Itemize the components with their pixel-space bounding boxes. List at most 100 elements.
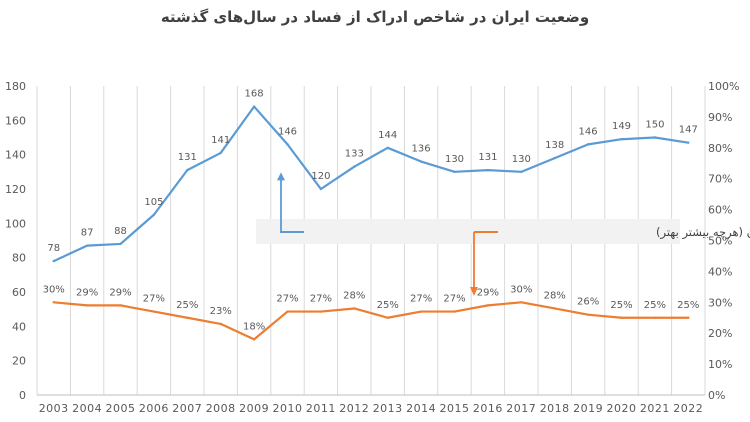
data-label: 133 bbox=[345, 149, 364, 160]
data-point bbox=[52, 301, 55, 304]
data-point bbox=[620, 138, 623, 141]
data-point bbox=[219, 151, 222, 155]
data-label: 105 bbox=[144, 197, 163, 208]
data-label: 150 bbox=[645, 120, 664, 131]
right-axis-tick-label: 10% bbox=[708, 358, 732, 371]
left-axis-tick-label: 60 bbox=[12, 286, 26, 299]
data-label: 130 bbox=[445, 154, 464, 165]
x-axis-tick-label: 2013 bbox=[373, 402, 403, 415]
right-axis-tick-label: 50% bbox=[708, 235, 732, 248]
right-axis-tick-label: 90% bbox=[708, 111, 732, 124]
left-axis-tick-label: 80 bbox=[12, 252, 26, 265]
series-line-2 bbox=[53, 301, 689, 341]
right-axis-tick-label: 40% bbox=[708, 265, 732, 278]
data-label: 26% bbox=[577, 297, 599, 308]
right-axis-tick-label: 0% bbox=[708, 389, 725, 402]
x-axis-tick-label: 2020 bbox=[607, 402, 637, 415]
series-line-1 bbox=[53, 105, 689, 263]
data-label: 25% bbox=[610, 300, 632, 311]
data-point bbox=[219, 322, 222, 326]
right-axis-tick-label: 20% bbox=[708, 327, 732, 340]
data-label: 130 bbox=[512, 154, 531, 165]
x-axis-tick-label: 2007 bbox=[172, 402, 202, 415]
data-point bbox=[486, 168, 490, 172]
left-axis-tick-label: 120 bbox=[5, 183, 26, 196]
x-axis-tick-label: 2003 bbox=[39, 402, 69, 415]
x-axis-tick-label: 2004 bbox=[72, 402, 102, 415]
data-label: 30% bbox=[43, 284, 65, 295]
data-label: 131 bbox=[178, 152, 197, 163]
left-axis-tick-label: 20 bbox=[12, 355, 26, 368]
data-point bbox=[152, 310, 156, 313]
legend-box-score bbox=[474, 219, 680, 244]
data-label: 146 bbox=[278, 126, 297, 137]
data-point bbox=[653, 136, 657, 139]
data-label: 28% bbox=[544, 290, 566, 301]
x-axis-tick-label: 2015 bbox=[440, 402, 470, 415]
legend-label-score: امتیاز ایران (هرچه بیشتر بهتر) bbox=[656, 225, 750, 240]
data-label: 27% bbox=[410, 294, 432, 305]
data-label: 138 bbox=[545, 140, 564, 151]
data-point bbox=[186, 316, 189, 319]
data-label: 131 bbox=[478, 152, 497, 163]
x-axis-tick-label: 2018 bbox=[540, 402, 570, 415]
data-label: 27% bbox=[310, 294, 332, 305]
data-label: 120 bbox=[311, 171, 330, 182]
data-point bbox=[152, 213, 156, 216]
left-axis-tick-label: 40 bbox=[12, 320, 26, 333]
left-axis-tick-label: 0 bbox=[19, 389, 26, 402]
x-axis-tick-label: 2009 bbox=[239, 402, 269, 415]
data-point bbox=[319, 310, 323, 313]
data-label: 18% bbox=[243, 321, 265, 332]
right-axis-tick-label: 30% bbox=[708, 296, 732, 309]
data-point bbox=[319, 187, 323, 191]
data-label: 28% bbox=[343, 290, 365, 301]
data-point bbox=[85, 244, 89, 247]
x-axis-tick-label: 2010 bbox=[273, 402, 303, 415]
data-point bbox=[353, 165, 356, 168]
data-point bbox=[119, 242, 122, 246]
data-point bbox=[486, 304, 490, 307]
data-point bbox=[520, 170, 523, 174]
data-point bbox=[586, 313, 590, 316]
data-point bbox=[453, 310, 456, 313]
arrowhead-rank bbox=[277, 172, 285, 181]
x-axis-tick-label: 2006 bbox=[139, 402, 169, 415]
right-axis-tick-label: 100% bbox=[708, 80, 739, 93]
data-point bbox=[419, 310, 423, 313]
x-axis-tick-label: 2019 bbox=[573, 402, 603, 415]
right-axis-tick-label: 60% bbox=[708, 204, 732, 217]
data-point bbox=[286, 310, 289, 313]
x-axis-tick-label: 2017 bbox=[506, 402, 536, 415]
data-point bbox=[553, 156, 556, 160]
data-point bbox=[620, 316, 623, 319]
data-label: 25% bbox=[377, 300, 399, 311]
data-label: 27% bbox=[143, 294, 165, 305]
data-point bbox=[252, 105, 256, 108]
left-axis-tick-label: 140 bbox=[5, 149, 26, 162]
data-label: 29% bbox=[477, 287, 499, 298]
x-axis-tick-label: 2012 bbox=[339, 402, 369, 415]
left-axis-tick-label: 160 bbox=[5, 114, 26, 127]
data-point bbox=[419, 160, 423, 163]
data-point bbox=[186, 168, 189, 172]
data-point bbox=[252, 338, 256, 341]
data-label: 25% bbox=[176, 300, 198, 311]
data-point bbox=[453, 170, 456, 174]
data-label: 23% bbox=[210, 306, 232, 317]
data-label: 88 bbox=[114, 226, 127, 237]
x-axis-tick-label: 2022 bbox=[673, 402, 703, 415]
data-point bbox=[687, 316, 690, 319]
data-point bbox=[386, 146, 389, 149]
data-label: 27% bbox=[276, 294, 298, 305]
data-label: 30% bbox=[510, 284, 532, 295]
data-label: 168 bbox=[245, 89, 264, 100]
data-point bbox=[520, 301, 523, 304]
data-point bbox=[353, 307, 356, 310]
left-axis-tick-label: 180 bbox=[5, 80, 26, 93]
data-label: 141 bbox=[211, 135, 230, 146]
left-axis-tick-label: 100 bbox=[5, 217, 26, 230]
data-point bbox=[553, 307, 556, 310]
